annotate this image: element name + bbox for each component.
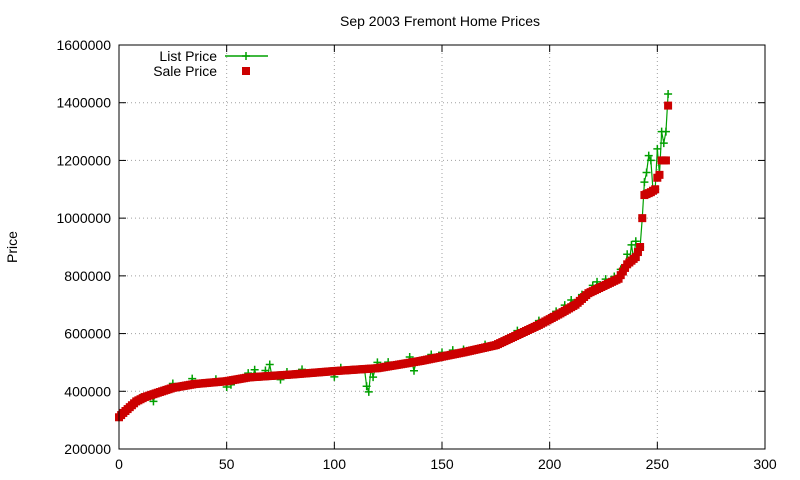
series-sale-price [115, 101, 673, 422]
y-tick-label: 1200000 [56, 152, 111, 168]
y-tick-label: 1400000 [56, 95, 111, 111]
x-tick-label: 50 [219, 456, 235, 472]
list-price-point [653, 144, 662, 153]
sale-price-point [633, 248, 642, 257]
list-price-point [664, 90, 673, 99]
legend-symbol-list-price [225, 52, 268, 60]
list-price-point [661, 127, 670, 136]
list-price-point [410, 366, 419, 375]
series-list-price [115, 90, 673, 422]
list-price-point [642, 168, 651, 177]
sale-price-point [638, 214, 647, 223]
legend-sale-marker [242, 67, 250, 75]
list-price-point [364, 387, 373, 396]
y-tick-label: 400000 [64, 383, 111, 399]
list-price-point [250, 365, 259, 374]
list-price-point [646, 156, 655, 165]
x-tick-label: 0 [115, 456, 123, 472]
list-price-point [659, 139, 668, 148]
x-tick-label: 250 [646, 456, 670, 472]
list-price-point [623, 250, 632, 259]
legend-label-list-price: List Price [159, 48, 217, 64]
legend-label-sale-price: Sale Price [153, 63, 217, 79]
y-tick-label: 1000000 [56, 210, 111, 226]
y-tick-label: 200000 [64, 441, 111, 457]
list-price-point [627, 240, 636, 249]
y-tick-label: 600000 [64, 326, 111, 342]
y-axis-label: Price [4, 231, 20, 263]
y-tick-label: 800000 [64, 268, 111, 284]
list-price-point [362, 382, 371, 391]
x-tick-label: 200 [538, 456, 562, 472]
list-price-point [640, 178, 649, 187]
legend: List Price Sale Price [153, 48, 268, 79]
list-price-point [644, 151, 653, 160]
list-price-point [369, 373, 378, 382]
list-price-point [631, 237, 640, 246]
x-tick-label: 300 [753, 456, 777, 472]
chart-title: Sep 2003 Fremont Home Prices [340, 13, 540, 29]
sale-price-point [664, 101, 673, 110]
sale-price-point [636, 243, 645, 251]
sale-price-point [655, 170, 664, 179]
sale-price-point [651, 185, 660, 194]
y-tick-label: 1600000 [56, 37, 111, 53]
sale-price-point [661, 156, 670, 165]
legend-symbol-sale-price [242, 67, 250, 75]
x-tick-label: 150 [430, 456, 454, 472]
sale-price-point [631, 253, 640, 262]
axis-ticks: 0 50 100 150 200 250 300 200000 400000 600000 8000… [56, 37, 776, 472]
list-price-point [265, 360, 274, 369]
legend-list-marker [242, 52, 250, 60]
x-tick-label: 100 [323, 456, 347, 472]
